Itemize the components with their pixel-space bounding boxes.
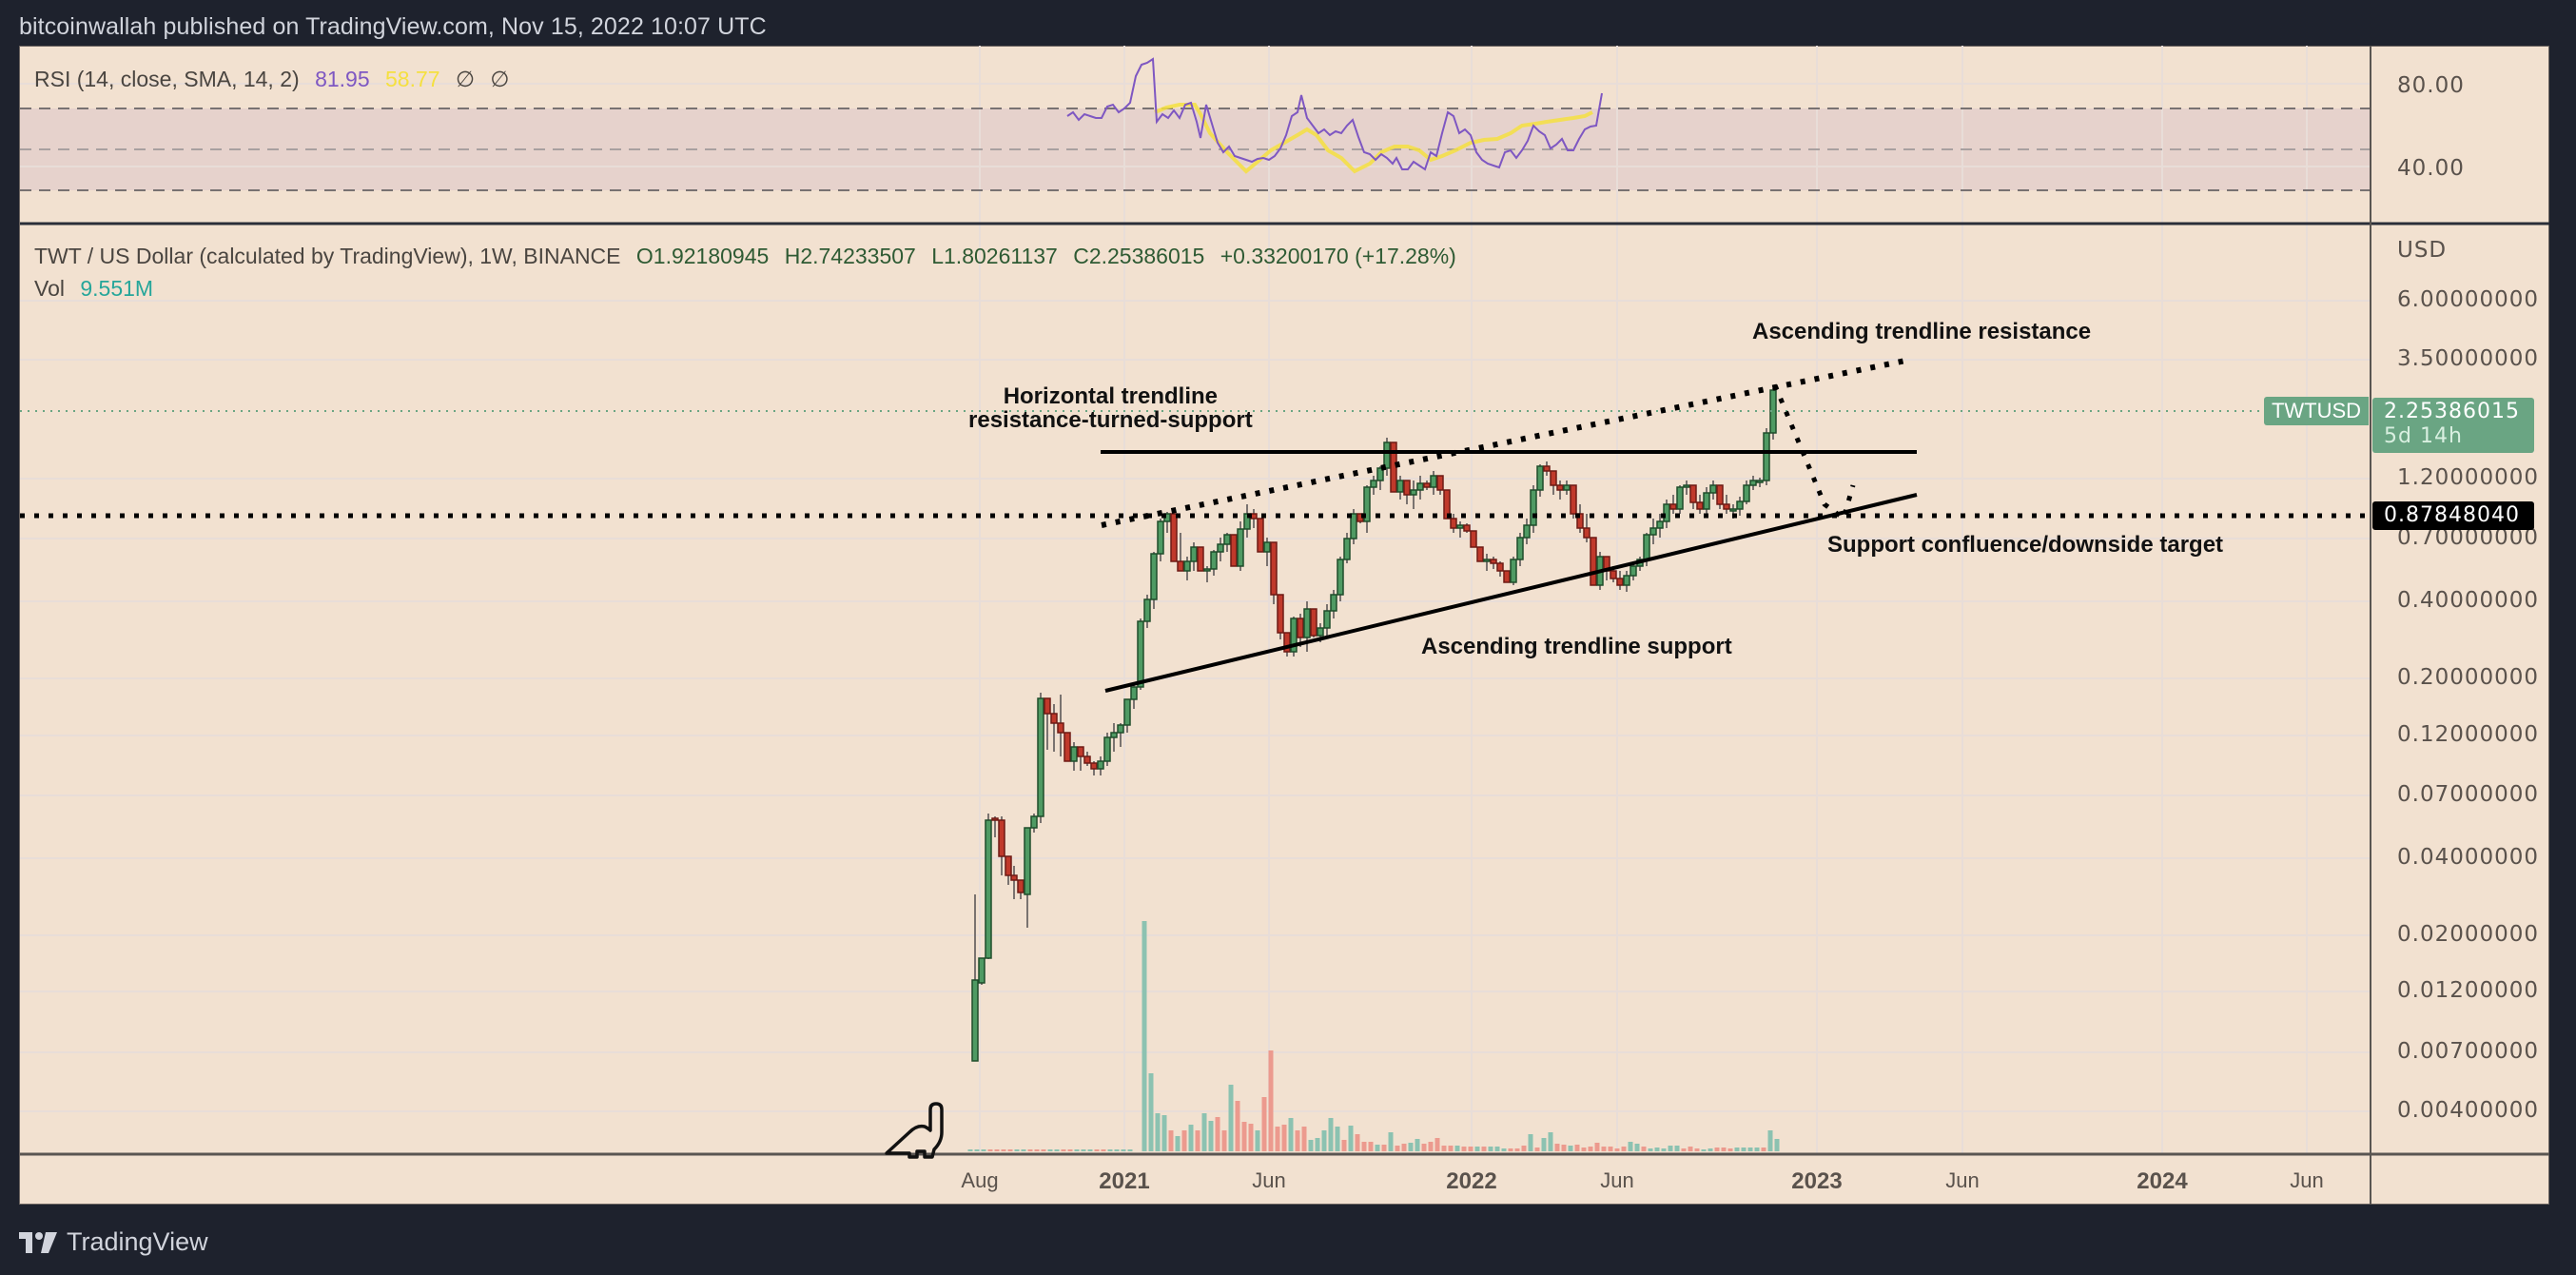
ascending-support-trendline[interactable] bbox=[1104, 493, 1918, 693]
footer-brand: TradingView bbox=[67, 1227, 208, 1256]
annotation-ascending-support[interactable]: Ascending trendline support bbox=[1421, 634, 1732, 659]
dinosaur-icon[interactable] bbox=[885, 1102, 944, 1159]
annotation-horizontal-line2: resistance-turned-support bbox=[968, 407, 1253, 433]
symbol-tag: TWTUSD bbox=[2264, 397, 2369, 425]
candlesticks bbox=[971, 388, 1777, 1062]
price-axis-tick: 0.00400000 bbox=[2397, 1098, 2540, 1123]
time-axis-tick: Jun bbox=[1600, 1168, 1634, 1192]
price-axis-tick: 0.12000000 bbox=[2397, 722, 2540, 747]
ohlc-low: L1.80261137 bbox=[931, 244, 1058, 268]
price-axis-tick: 0.02000000 bbox=[2397, 922, 2540, 947]
price-axis-tick: 0.07000000 bbox=[2397, 782, 2540, 807]
time-axis-tick: Jun bbox=[1252, 1168, 1286, 1192]
annotation-horizontal-trendline[interactable]: Horizontal trendline resistance-turned-s… bbox=[968, 384, 1253, 432]
price-axis-tick: 0.20000000 bbox=[2397, 665, 2540, 690]
volume-bars bbox=[967, 921, 1780, 1151]
main-legend[interactable]: TWT / US Dollar (calculated by TradingVi… bbox=[34, 244, 1466, 269]
publish-header: bitcoinwallah published on TradingView.c… bbox=[19, 13, 767, 40]
chart-frame bbox=[19, 46, 2549, 1205]
currency-label: USD bbox=[2397, 238, 2448, 263]
ohlc-open: O1.92180945 bbox=[635, 244, 770, 268]
tradingview-logo-icon bbox=[19, 1231, 57, 1253]
time-axis-tick: 2023 bbox=[1791, 1168, 1843, 1194]
price-axis-tick: 1.20000000 bbox=[2397, 465, 2540, 490]
rsi-line bbox=[1066, 57, 1603, 171]
rsi-sma-line bbox=[1154, 103, 1593, 174]
grid-lines bbox=[20, 46, 2371, 1153]
ohlc-close: C2.25386015 bbox=[1073, 244, 1205, 268]
price-axis-tick: 0.04000000 bbox=[2397, 845, 2540, 870]
rsi-axis-40: 40.00 bbox=[2397, 156, 2465, 181]
annotation-ascending-resistance[interactable]: Ascending trendline resistance bbox=[1752, 319, 2092, 344]
rsi-axis-80: 80.00 bbox=[2397, 73, 2465, 98]
time-axis-tick: 2024 bbox=[2137, 1168, 2188, 1194]
time-axis-tick: Aug bbox=[961, 1168, 999, 1192]
volume-label: Vol bbox=[34, 276, 65, 301]
tradingview-logo[interactable]: TradingView bbox=[19, 1227, 208, 1257]
price-axis-tick: 0.00700000 bbox=[2397, 1039, 2540, 1064]
last-price-tag: 2.25386015 5d 14h bbox=[2372, 398, 2534, 453]
rsi-extra-1: ∅ bbox=[455, 67, 476, 91]
rsi-extra-2: ∅ bbox=[490, 67, 510, 91]
ohlc-high: H2.74233507 bbox=[784, 244, 916, 268]
level-price-tag: 0.87848040 bbox=[2372, 501, 2534, 530]
rsi-sma-value: 58.77 bbox=[385, 67, 440, 91]
time-axis-tick: 2021 bbox=[1099, 1168, 1150, 1194]
rsi-value: 81.95 bbox=[315, 67, 370, 91]
volume-value: 9.551M bbox=[80, 276, 154, 301]
annotation-horizontal-line1: Horizontal trendline bbox=[1003, 383, 1219, 409]
price-axis-tick: 0.01200000 bbox=[2397, 978, 2540, 1003]
time-axis-tick: Jun bbox=[2290, 1168, 2324, 1192]
bar-countdown: 5d 14h bbox=[2384, 424, 2463, 448]
symbol-title: TWT / US Dollar (calculated by TradingVi… bbox=[34, 244, 621, 268]
price-axis-tick: 3.50000000 bbox=[2397, 346, 2540, 371]
rsi-label: RSI (14, close, SMA, 14, 2) bbox=[34, 67, 300, 91]
price-axis-tick: 6.00000000 bbox=[2397, 287, 2540, 312]
price-axis-tick: 0.40000000 bbox=[2397, 588, 2540, 613]
annotation-support-confluence[interactable]: Support confluence/downside target bbox=[1827, 532, 2224, 558]
rsi-legend[interactable]: RSI (14, close, SMA, 14, 2) 81.95 58.77 … bbox=[34, 67, 518, 92]
ohlc-change: +0.33200170 (+17.28%) bbox=[1220, 244, 1456, 268]
last-price-value: 2.25386015 bbox=[2384, 400, 2520, 423]
volume-legend[interactable]: Vol 9.551M bbox=[34, 276, 163, 302]
time-axis-tick: 2022 bbox=[1446, 1168, 1497, 1194]
time-axis-tick: Jun bbox=[1945, 1168, 1980, 1192]
